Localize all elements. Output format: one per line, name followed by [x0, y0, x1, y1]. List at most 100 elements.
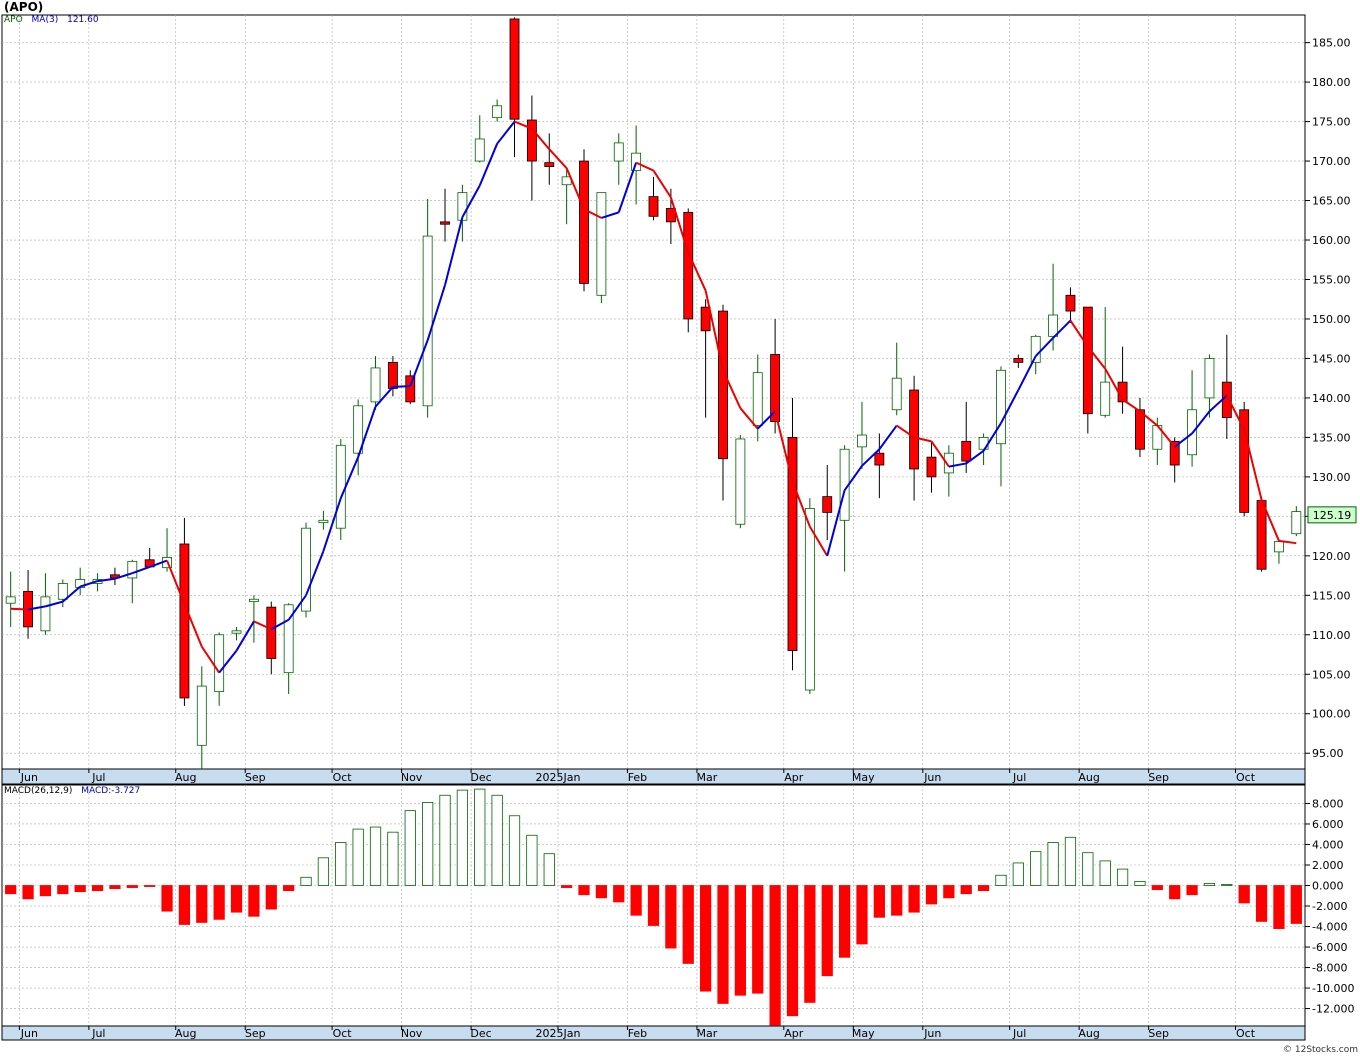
candle — [127, 559, 138, 604]
candle — [196, 666, 207, 769]
macd-xaxis-strip — [1, 1025, 1306, 1041]
macd-bar — [804, 885, 816, 1003]
macd-bar — [57, 885, 69, 895]
candle — [1169, 437, 1180, 483]
candle-body — [318, 519, 329, 524]
candle — [1239, 401, 1250, 517]
candle-body — [770, 354, 781, 423]
macd-bar — [317, 857, 330, 886]
candle-body — [422, 235, 433, 407]
ma3-segment — [1139, 410, 1158, 427]
candle-body — [57, 583, 68, 600]
candle-body — [1013, 358, 1024, 363]
macd-bar — [230, 885, 243, 913]
candle — [544, 133, 555, 185]
price-xaxis-label: Aug — [175, 771, 196, 784]
ma3-segment — [617, 162, 638, 213]
macd-xaxis-label: Feb — [628, 1027, 647, 1040]
macd-bar — [369, 826, 382, 886]
price-xaxis-label: Jun — [20, 771, 38, 784]
ma3-segment — [10, 607, 29, 611]
candle-body — [579, 160, 589, 284]
ma3-segment — [722, 369, 742, 409]
price-tick-label: 175.00 — [1312, 116, 1351, 129]
candle-body — [179, 543, 190, 699]
macd-bar — [1064, 836, 1077, 886]
macd-tick-label: 6.000 — [1312, 818, 1344, 831]
price-tick-label: 180.00 — [1312, 76, 1351, 89]
macd-xaxis-label: Nov — [401, 1027, 423, 1040]
ma3-segment — [426, 284, 446, 341]
macd-bar — [508, 815, 521, 886]
price-tick-label: 105.00 — [1312, 668, 1351, 681]
candle — [214, 632, 225, 706]
macd-bar — [1290, 885, 1302, 924]
price-tick-label: 165.00 — [1312, 195, 1351, 208]
candle — [996, 366, 1006, 487]
candle — [613, 133, 624, 185]
candle-body — [127, 560, 138, 579]
macd-tick-label: -8.000 — [1312, 962, 1347, 975]
ma3-segment — [965, 450, 985, 465]
macd-bar — [821, 885, 833, 977]
macd-tick-label: 4.000 — [1312, 838, 1344, 851]
legend-macd-label: MACD(26,12,9) — [4, 786, 73, 796]
ma3-segment — [79, 580, 98, 588]
price-xaxis-strip — [1, 768, 1306, 785]
last-price-label: 125.19 — [1313, 509, 1352, 522]
candle-body — [231, 630, 242, 634]
price-tick-label: 170.00 — [1312, 155, 1351, 168]
macd-bar — [856, 885, 868, 945]
candle — [492, 99, 503, 122]
ma3-segment — [392, 385, 411, 388]
macd-bar — [213, 885, 225, 920]
candle-body — [370, 367, 381, 403]
ma3-segment — [322, 497, 342, 552]
macd-bar — [74, 885, 86, 893]
ma3-segment — [861, 448, 881, 467]
macd-bar — [925, 885, 938, 905]
ma3-segment — [1000, 389, 1020, 424]
candle-body — [1239, 409, 1250, 513]
ma3-segment — [930, 440, 950, 468]
candle-body — [405, 375, 416, 403]
macd-bar — [387, 831, 399, 886]
candle — [683, 208, 694, 333]
macd-bar — [1273, 885, 1285, 929]
candle-body — [526, 119, 537, 162]
ma3-segment — [896, 424, 915, 439]
candle-body — [544, 162, 555, 167]
candle — [353, 399, 364, 476]
candle-body — [787, 436, 798, 651]
candle-body — [1065, 294, 1076, 312]
ma3-segment — [27, 605, 46, 611]
price-xaxis-label: Apr — [784, 771, 804, 784]
candle — [231, 626, 242, 641]
price-xaxis-label: Mar — [697, 771, 718, 784]
candle-body — [1256, 500, 1267, 570]
ma3-segment — [461, 185, 481, 218]
price-xaxis-label: Nov — [401, 771, 423, 784]
ma3-segment — [270, 618, 290, 631]
macd-xaxis-label: Jun — [20, 1027, 38, 1040]
macd-bar — [1203, 883, 1216, 886]
ma3-segment — [635, 161, 654, 172]
macd-bar — [1221, 884, 1233, 886]
macd-bar — [283, 885, 295, 892]
macd-bar — [1082, 852, 1094, 886]
macd-bar — [1151, 885, 1163, 891]
ma3-segment — [843, 465, 863, 491]
candle-body — [891, 377, 902, 411]
macd-bar — [752, 885, 764, 994]
candle — [248, 595, 259, 643]
candle — [440, 188, 450, 242]
candle-body — [1048, 314, 1059, 337]
price-tick-label: 150.00 — [1312, 313, 1351, 326]
macd-bar — [474, 788, 486, 886]
candle-body — [857, 434, 867, 448]
ma3-segment — [200, 646, 220, 674]
macd-bar — [335, 842, 347, 886]
ma3-segment — [739, 407, 759, 430]
macd-bar — [178, 885, 191, 925]
candle-body — [926, 456, 937, 478]
